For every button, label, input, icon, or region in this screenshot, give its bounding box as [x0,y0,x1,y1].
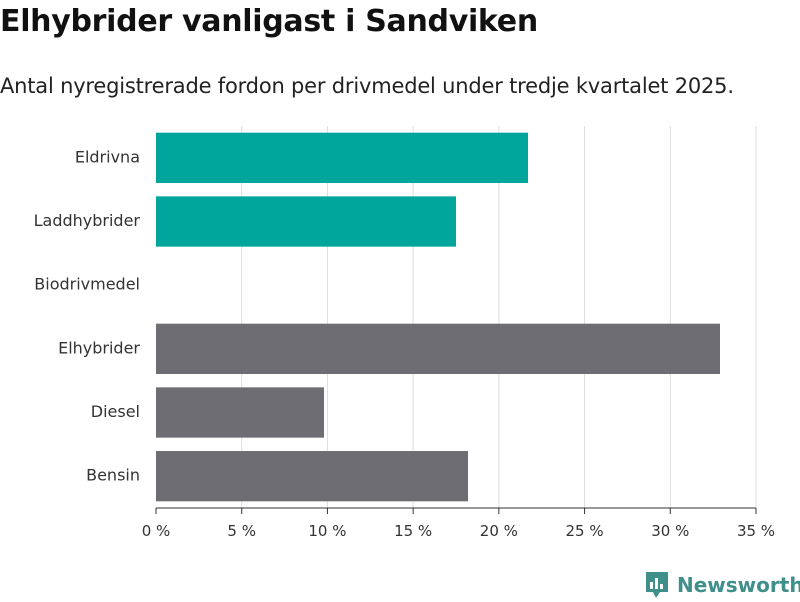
x-tick-label-5: 25 % [566,522,604,540]
category-label-1: Laddhybrider [34,211,141,230]
newsworthy-chart-icon [646,572,668,598]
bar-3 [156,323,720,374]
x-tick-label-6: 30 % [651,522,689,540]
x-tick-label-7: 35 % [737,522,775,540]
category-label-4: Diesel [91,402,140,421]
bar-0 [156,132,528,183]
bar-1 [156,196,456,247]
x-tick-label-2: 10 % [308,522,346,540]
bar-5 [156,451,468,502]
chart-title: Elhybrider vanligast i Sandviken [0,4,538,39]
x-tick-label-3: 15 % [394,522,432,540]
chart-subtitle: Antal nyregistrerade fordon per drivmede… [0,74,734,98]
x-tick-label-4: 20 % [480,522,518,540]
category-label-2: Biodrivmedel [34,275,140,294]
category-label-3: Elhybrider [58,338,140,357]
category-label-5: Bensin [86,466,140,485]
x-tick-label-1: 5 % [227,522,256,540]
category-label-0: Eldrivna [75,147,140,166]
brand-name: Newsworthy [677,573,800,597]
brand-logo: Newsworthy [644,568,800,602]
bar-4 [156,387,324,438]
x-tick-label-0: 0 % [142,522,171,540]
